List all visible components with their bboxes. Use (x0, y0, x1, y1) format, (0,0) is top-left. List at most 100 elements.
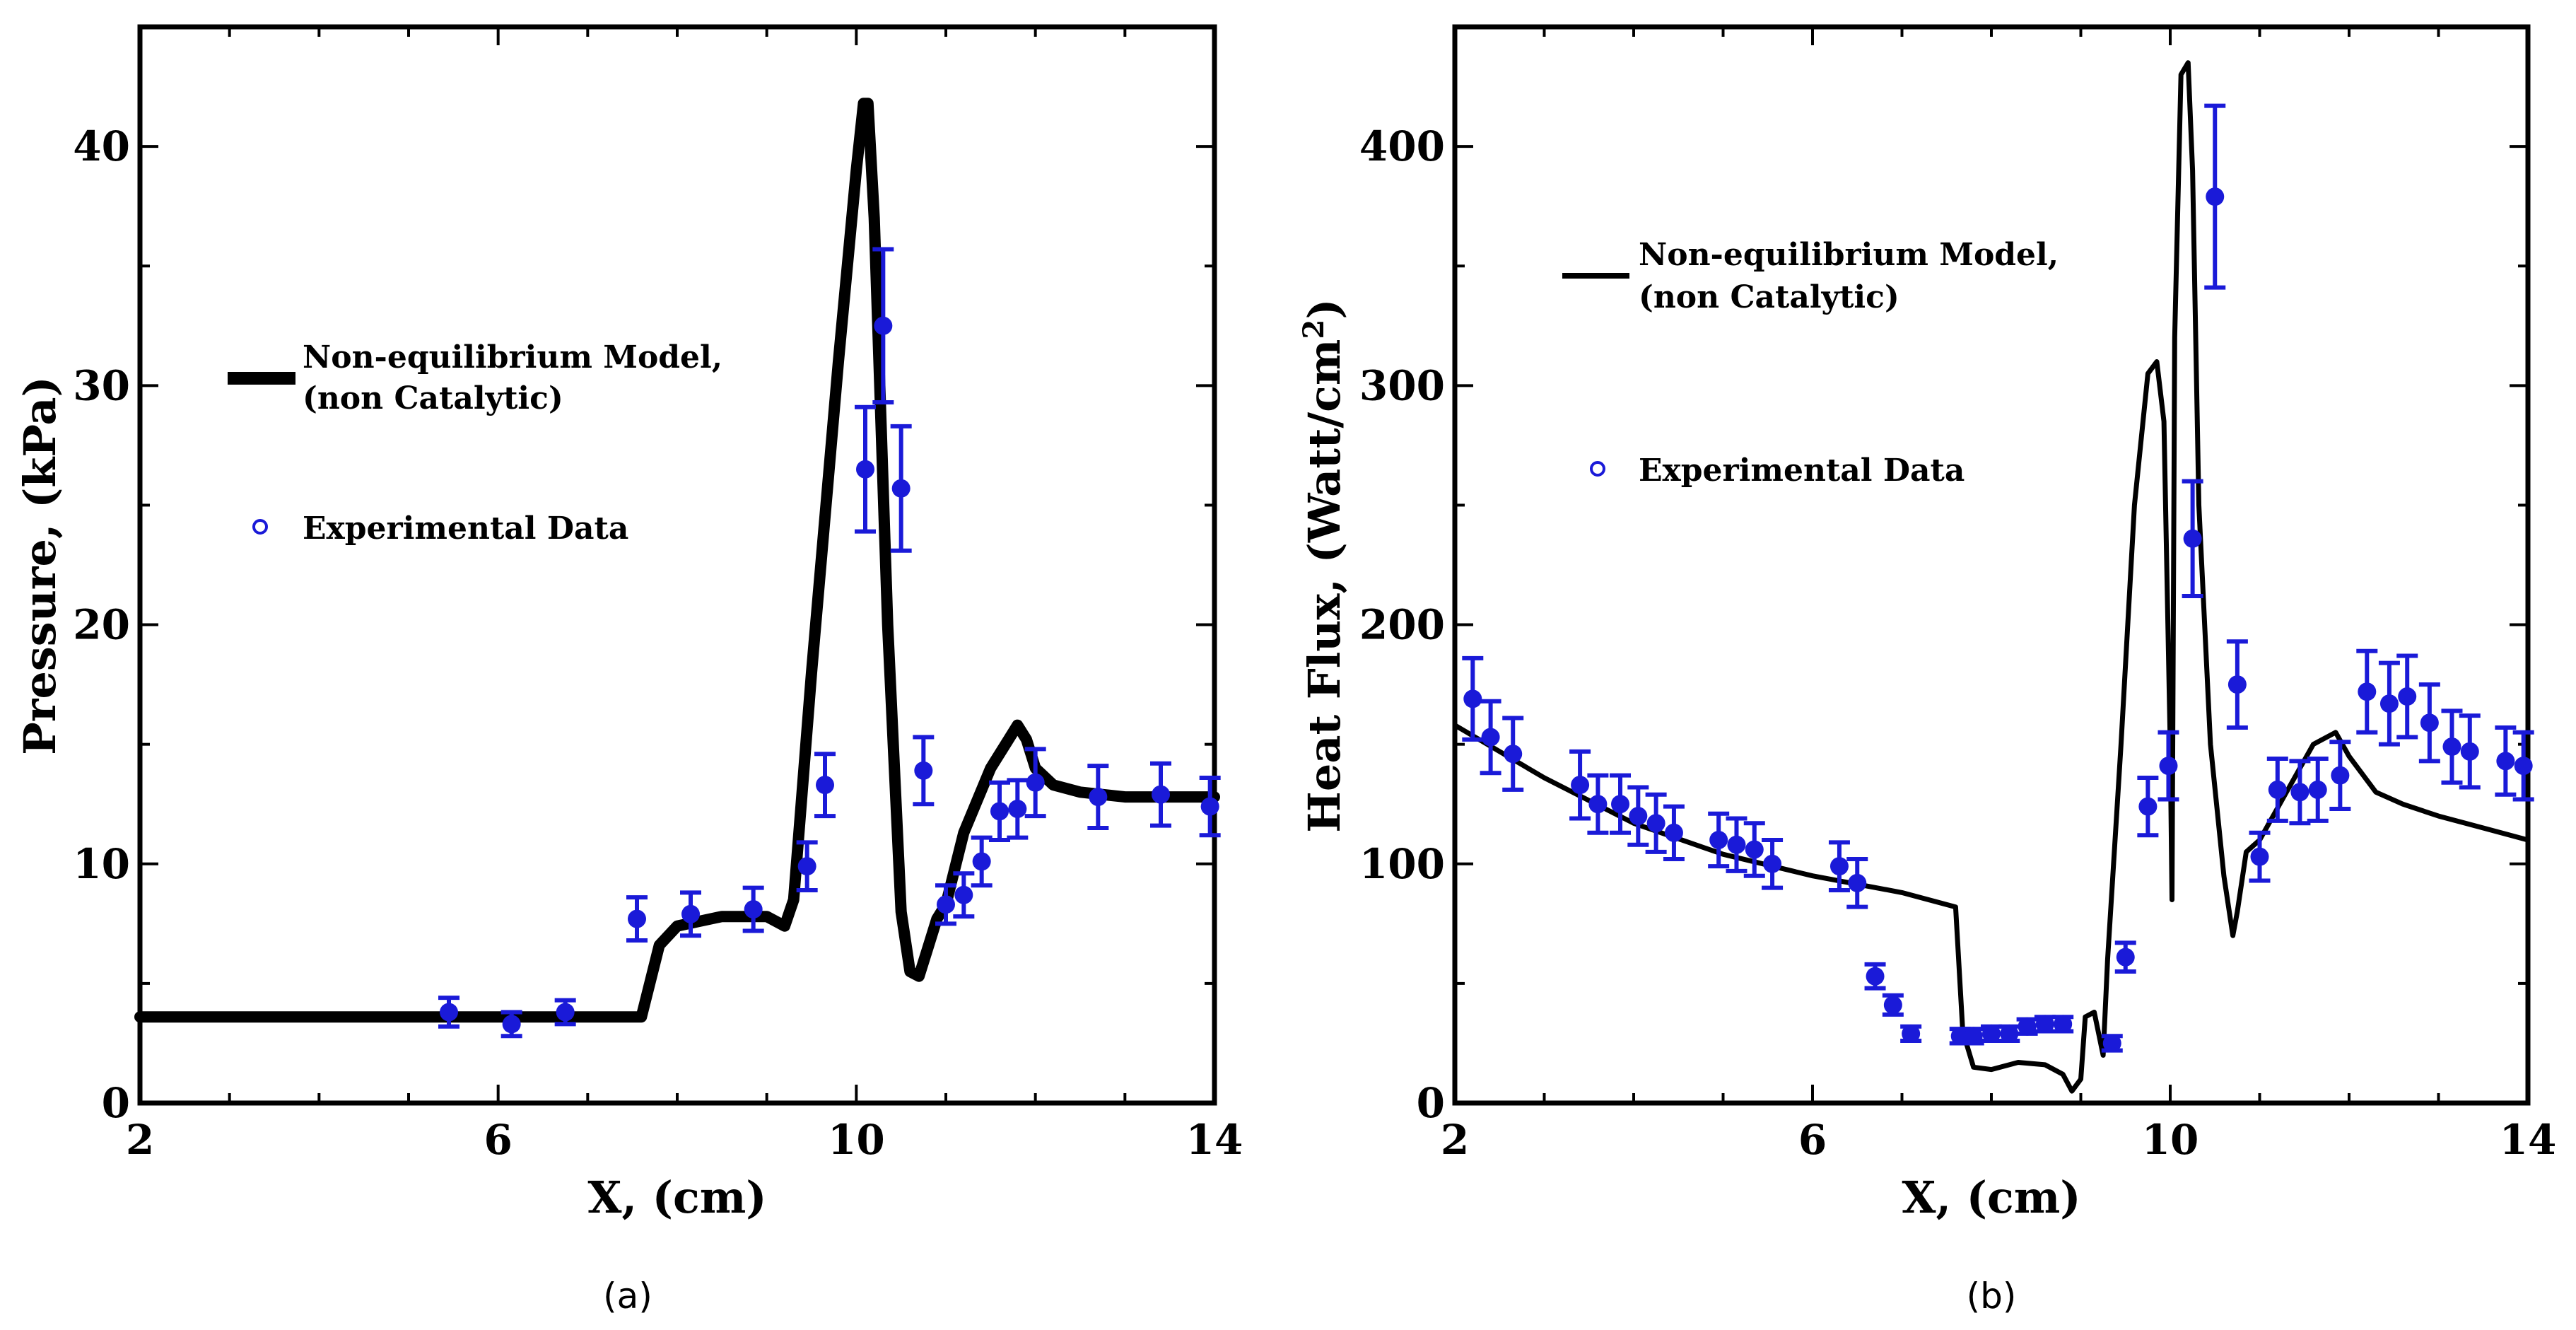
x-tick-label: 14 (1186, 1116, 1243, 1164)
experimental-point (953, 871, 975, 919)
panel-b-ylabel-main: Heat Flux, (Watt/cm (1299, 339, 1350, 832)
experimental-point (890, 424, 912, 553)
data-marker (2018, 1017, 2037, 1036)
data-marker (1008, 799, 1027, 818)
data-marker (2183, 529, 2202, 548)
data-marker (2116, 947, 2135, 967)
data-marker (1481, 728, 1500, 747)
data-marker (797, 857, 816, 876)
experimental-point (742, 885, 764, 933)
experimental-point (1087, 764, 1109, 831)
experimental-point (1480, 699, 1501, 776)
data-marker (440, 1003, 458, 1022)
experimental-point (1882, 993, 1904, 1017)
data-marker (1629, 807, 1648, 826)
panel-a-ylabel: Pressure, (kPa) (14, 376, 66, 755)
experimental-point (1462, 655, 1484, 742)
experimental-point (626, 895, 648, 943)
data-marker (2358, 682, 2377, 701)
experimental-point (1864, 962, 1886, 991)
data-marker (2442, 737, 2461, 757)
x-tick-label: 2 (126, 1116, 154, 1164)
experimental-point (1569, 749, 1591, 821)
panel-b-ylabel-end: ) (1299, 298, 1350, 319)
y-tick-label: 30 (73, 361, 130, 409)
experimental-point (2512, 730, 2534, 802)
experimental-point (1150, 761, 1171, 828)
model-line (134, 98, 1220, 1023)
experimental-point (1024, 747, 1046, 819)
data-marker (1200, 797, 1219, 816)
data-marker (1727, 835, 1746, 854)
experimental-point (1663, 804, 1685, 862)
x-tick-label: 6 (1798, 1116, 1827, 1164)
experimental-point (680, 890, 701, 938)
panel-a-plot-frame (137, 24, 1217, 1106)
panel-a-legend-marker-swatch (252, 519, 268, 535)
panel-b-legend-model-label-2: (non Catalytic) (1639, 279, 1899, 315)
experimental-point (2307, 756, 2329, 823)
y-tick-label: 10 (73, 840, 130, 888)
panel-a-legend-exp-label: Experimental Data (303, 511, 628, 547)
x-tick-label: 10 (828, 1116, 885, 1164)
data-marker (1089, 788, 1108, 807)
y-tick-label: 200 (1359, 601, 1445, 649)
data-marker (2159, 757, 2178, 776)
experimental-point (438, 996, 459, 1029)
data-marker (2054, 1015, 2073, 1034)
panel-b-heat-flux: 2 6 10 14 0 100 200 300 400 X, (cm) Heat Flux, (… (1297, 24, 2556, 1317)
experimental-point (1726, 816, 1747, 873)
data-marker (1588, 795, 1608, 814)
panel-b-ylabel: Heat Flux, (Watt/cm2) (1297, 298, 1351, 832)
data-marker (2035, 1015, 2054, 1034)
data-marker (972, 852, 991, 871)
experimental-point (814, 752, 836, 819)
data-marker (2379, 694, 2399, 713)
data-marker (1763, 854, 1782, 873)
experimental-point (1502, 716, 1524, 792)
data-marker (1571, 776, 1590, 795)
experimental-point (1981, 1024, 2002, 1044)
experimental-point (796, 840, 818, 892)
data-marker (1848, 873, 1867, 892)
experimental-point (1627, 785, 1649, 847)
data-marker (2206, 187, 2225, 206)
experimental-point (2441, 708, 2463, 785)
panel-a-legend: Non-equilibrium Model, (non Catalytic) E… (228, 339, 722, 547)
data-marker (2514, 757, 2533, 776)
data-marker (2102, 1034, 2121, 1053)
panel-b-ylabel-superscript: 2 (1297, 320, 1330, 339)
experimental-point (2101, 1034, 2123, 1053)
y-tick-label: 20 (73, 601, 130, 649)
data-marker (1611, 795, 1630, 814)
experimental-point (2289, 759, 2311, 826)
data-marker (1902, 1024, 1921, 1043)
data-marker (2420, 713, 2439, 733)
experimental-point (872, 247, 894, 405)
experimental-point (855, 404, 876, 534)
x-tick-label: 2 (1441, 1116, 1469, 1164)
experimental-point (1199, 776, 1221, 838)
panel-a-caption: (a) (603, 1276, 652, 1317)
data-marker (2331, 766, 2350, 785)
data-marker (2496, 752, 2515, 771)
data-marker (2398, 687, 2417, 706)
data-marker (1026, 773, 1045, 792)
data-marker (2250, 847, 2269, 866)
experimental-point (2396, 653, 2418, 740)
data-marker (2268, 780, 2287, 799)
panel-a-model-series (134, 98, 1220, 1023)
experimental-point (1962, 1027, 1984, 1046)
panel-b-model-series (1452, 60, 2531, 1094)
data-marker (1709, 830, 1728, 849)
data-marker (1745, 840, 1764, 859)
data-marker (628, 909, 646, 928)
experimental-point (2266, 756, 2288, 823)
y-tick-label: 40 (73, 122, 130, 170)
experimental-point (2495, 725, 2517, 797)
y-tick-label: 300 (1359, 361, 1445, 409)
panel-b-ticks: 2 6 10 14 0 100 200 300 400 (1359, 25, 2556, 1164)
data-marker (1829, 857, 1849, 876)
experimental-point (2204, 103, 2226, 290)
